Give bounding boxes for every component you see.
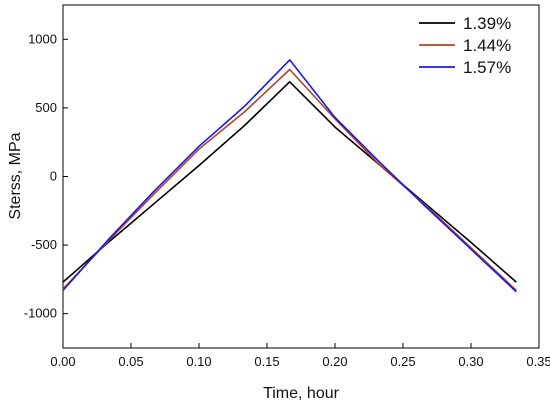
x-tick-label: 0.20 bbox=[322, 354, 347, 369]
plot-frame bbox=[62, 4, 540, 349]
y-axis-label: Sterss, MPa bbox=[7, 132, 24, 219]
x-tick-label: 0.00 bbox=[50, 354, 75, 369]
series-line-2 bbox=[62, 68, 517, 291]
x-axis-ticks: 0.00 0.05 0.10 0.15 0.20 0.25 0.30 0.35 bbox=[50, 343, 550, 369]
x-tick-label: 0.30 bbox=[458, 354, 483, 369]
x-axis-label: Time, hour bbox=[263, 385, 340, 402]
series-line-1 bbox=[62, 81, 517, 283]
y-axis-ticks: -1000 -500 0 500 1000 bbox=[24, 31, 68, 321]
legend-label: 1.39% bbox=[463, 14, 511, 33]
y-tick-label: -1000 bbox=[24, 306, 57, 321]
series-line-3 bbox=[62, 59, 517, 293]
x-tick-label: 0.15 bbox=[254, 354, 279, 369]
legend-label: 1.57% bbox=[463, 58, 511, 77]
series-lines bbox=[62, 59, 517, 293]
y-tick-label: 0 bbox=[50, 169, 57, 184]
y-tick-label: 500 bbox=[35, 100, 57, 115]
x-tick-label: 0.35 bbox=[526, 354, 550, 369]
legend: 1.39% 1.44% 1.57% bbox=[419, 14, 511, 77]
x-tick-label: 0.05 bbox=[118, 354, 143, 369]
x-tick-label: 0.10 bbox=[186, 354, 211, 369]
legend-label: 1.44% bbox=[463, 36, 511, 55]
x-tick-label: 0.25 bbox=[390, 354, 415, 369]
y-tick-label: -500 bbox=[31, 237, 57, 252]
y-tick-label: 1000 bbox=[28, 31, 57, 46]
